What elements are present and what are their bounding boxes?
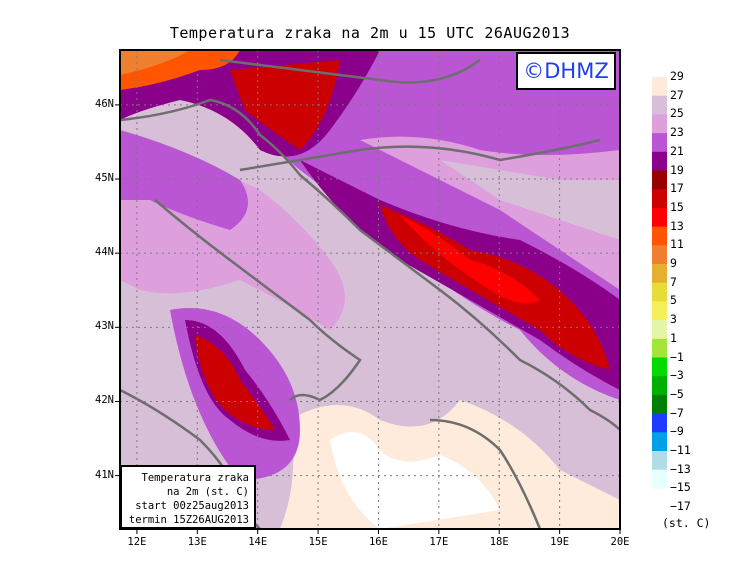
graticule [120,50,620,529]
legend-swatch [652,432,667,452]
lat-tick-label: 44N [95,246,114,259]
legend-label: 25 [670,106,684,121]
info-line: termin 15Z26AUG2013 [128,514,249,526]
legend-swatch [652,207,667,227]
legend-label: −1 [670,349,684,364]
lat-tick-label: 43N [95,320,114,333]
legend-label: −13 [670,461,691,476]
legend-swatch [652,245,667,265]
legend-label: 3 [670,312,677,327]
legend-swatch [652,413,667,433]
legend-label: −3 [670,368,684,383]
legend-swatch [652,469,667,489]
legend-swatch [652,95,667,115]
lat-tick-label: 42N [95,394,114,407]
legend-label: −5 [670,386,684,401]
field-above-29 [330,432,500,529]
field-15-17 [195,335,275,430]
legend-swatch [652,114,667,134]
legend-swatch [652,189,667,209]
legend-swatch [652,170,667,190]
lon-tick-label: 19E [550,536,570,548]
legend-swatch [652,151,667,171]
legend-label: −17 [670,499,691,514]
lat-tick-label: 45N [95,172,114,185]
legend-label: 21 [670,143,684,158]
info-box: Temperatura zraka na 2m (st. C) start 00… [120,465,256,529]
chart-title: Temperatura zraka na 2m u 15 UTC 26AUG20… [169,24,571,42]
legend-swatch [652,451,667,470]
legend-swatch [652,357,667,377]
legend-swatch [652,264,667,283]
legend-label: 9 [670,256,677,270]
legend-label: 13 [670,218,684,233]
legend-swatch [652,394,667,414]
lon-tick-label: 12E [127,536,147,548]
lat-tick-label: 46N [95,97,114,110]
legend-label: 15 [670,199,684,214]
info-line: na 2m (st. C) [166,486,249,498]
map-frame [119,49,621,530]
legend-label: 19 [670,162,684,177]
info-line: Temperatura zraka [141,472,249,484]
legend-swatch [652,226,667,246]
lon-tick-label: 15E [308,536,328,548]
legend-label: 17 [670,181,684,196]
legend-swatch [652,301,667,321]
lat-tick-label: 41N [95,468,114,481]
legend-label: 23 [670,125,684,140]
legend-label: 5 [670,293,677,308]
legend-label: 1 [670,330,677,345]
lon-tick-label: 18E [489,536,509,548]
legend-unit: (st. C) [662,516,711,530]
legend-label: 29 [670,69,684,83]
lon-tick-label: 20E [610,536,630,548]
legend-swatch [652,282,667,302]
lon-tick-label: 14E [248,536,268,548]
legend-label: −9 [670,424,684,439]
legend-swatch [652,338,667,358]
legend-swatch [652,376,667,396]
legend-label: −11 [670,443,691,457]
lon-tick-label: 16E [368,536,388,548]
legend-label: 27 [670,87,684,102]
legend-label: −7 [670,405,684,420]
legend-swatch [652,77,667,96]
dhmz-logo: ©DHMZ [516,52,616,90]
legend-label: −15 [670,480,691,495]
lon-tick-label: 13E [187,536,207,548]
legend-label: 7 [670,274,677,289]
legend-swatch [652,320,667,340]
lon-tick-label: 17E [429,536,449,548]
legend-label: 11 [670,237,684,252]
info-line: start 00z25aug2013 [135,500,249,512]
legend-swatch [652,133,667,153]
